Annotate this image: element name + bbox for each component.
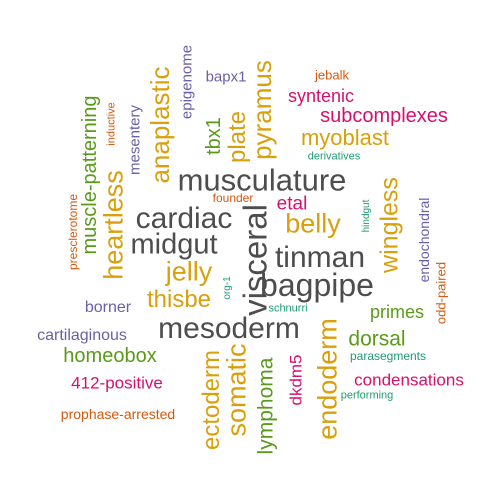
word-derivatives: derivatives: [307, 150, 361, 163]
word-endochondral: endochondral: [416, 197, 432, 283]
word-myoblast: myoblast: [300, 125, 390, 150]
word-dkdm5: dkdm5: [286, 354, 306, 406]
word-pyramus: pyramus: [247, 60, 277, 160]
word-condensations: condensations: [354, 370, 464, 390]
word-heartless: heartless: [98, 170, 129, 280]
word-wingless: wingless: [375, 177, 404, 273]
word-midgut: midgut: [130, 228, 218, 261]
word-odd-paired: odd-paired: [433, 261, 449, 325]
word-subcomplexes: subcomplexes: [320, 105, 448, 127]
word-musculature: musculature: [177, 162, 347, 198]
word-tbx1: tbx1: [203, 117, 225, 155]
word-412-positive: 412-positive: [71, 373, 163, 393]
word-somatic: somatic: [221, 343, 252, 437]
word-cartilaginous: cartilaginous: [37, 327, 127, 344]
word-lymphoma: lymphoma: [254, 357, 278, 455]
word-epigenome: epigenome: [178, 44, 196, 120]
word-bagpipe: bagpipe: [260, 267, 374, 303]
word-bapx1: bapx1: [205, 68, 247, 86]
word-ectoderm: ectoderm: [198, 349, 225, 451]
word-anaplastic: anaplastic: [145, 66, 175, 184]
word-cardiac: cardiac: [135, 202, 233, 235]
word-prophase-arrested: prophase-arrested: [60, 406, 176, 422]
word-hindgut: hindgut: [361, 199, 372, 233]
word-dorsal: dorsal: [348, 327, 406, 351]
word-primes: primes: [369, 302, 425, 322]
word-borner: borner: [84, 299, 132, 316]
word-jebalk: jebalk: [315, 67, 349, 83]
word-syntenic: syntenic: [287, 86, 355, 106]
word-mesoderm: mesoderm: [158, 312, 300, 345]
word-org-1: org-1: [222, 276, 233, 300]
word-mesentery: mesentery: [126, 104, 144, 176]
word-belly: belly: [285, 208, 341, 239]
word-jelly: jelly: [165, 256, 213, 287]
word-inductive: inductive: [105, 102, 118, 146]
word-endoderm: endoderm: [312, 318, 343, 440]
word-schnurri: schnurri: [268, 302, 308, 315]
word-founder: founder: [212, 191, 254, 205]
word-presclerotome: presclerotome: [66, 193, 80, 271]
word-tinman: tinman: [274, 241, 366, 274]
word-parasegments: parasegments: [349, 349, 427, 363]
word-homeobox: homeobox: [63, 345, 157, 367]
word-etal: etal: [276, 193, 308, 215]
word-thisbe: thisbe: [146, 286, 212, 313]
word-plate: plate: [224, 110, 251, 164]
word-muscle-patterning: muscle-patterning: [79, 95, 101, 255]
word-performing: performing: [340, 389, 394, 402]
